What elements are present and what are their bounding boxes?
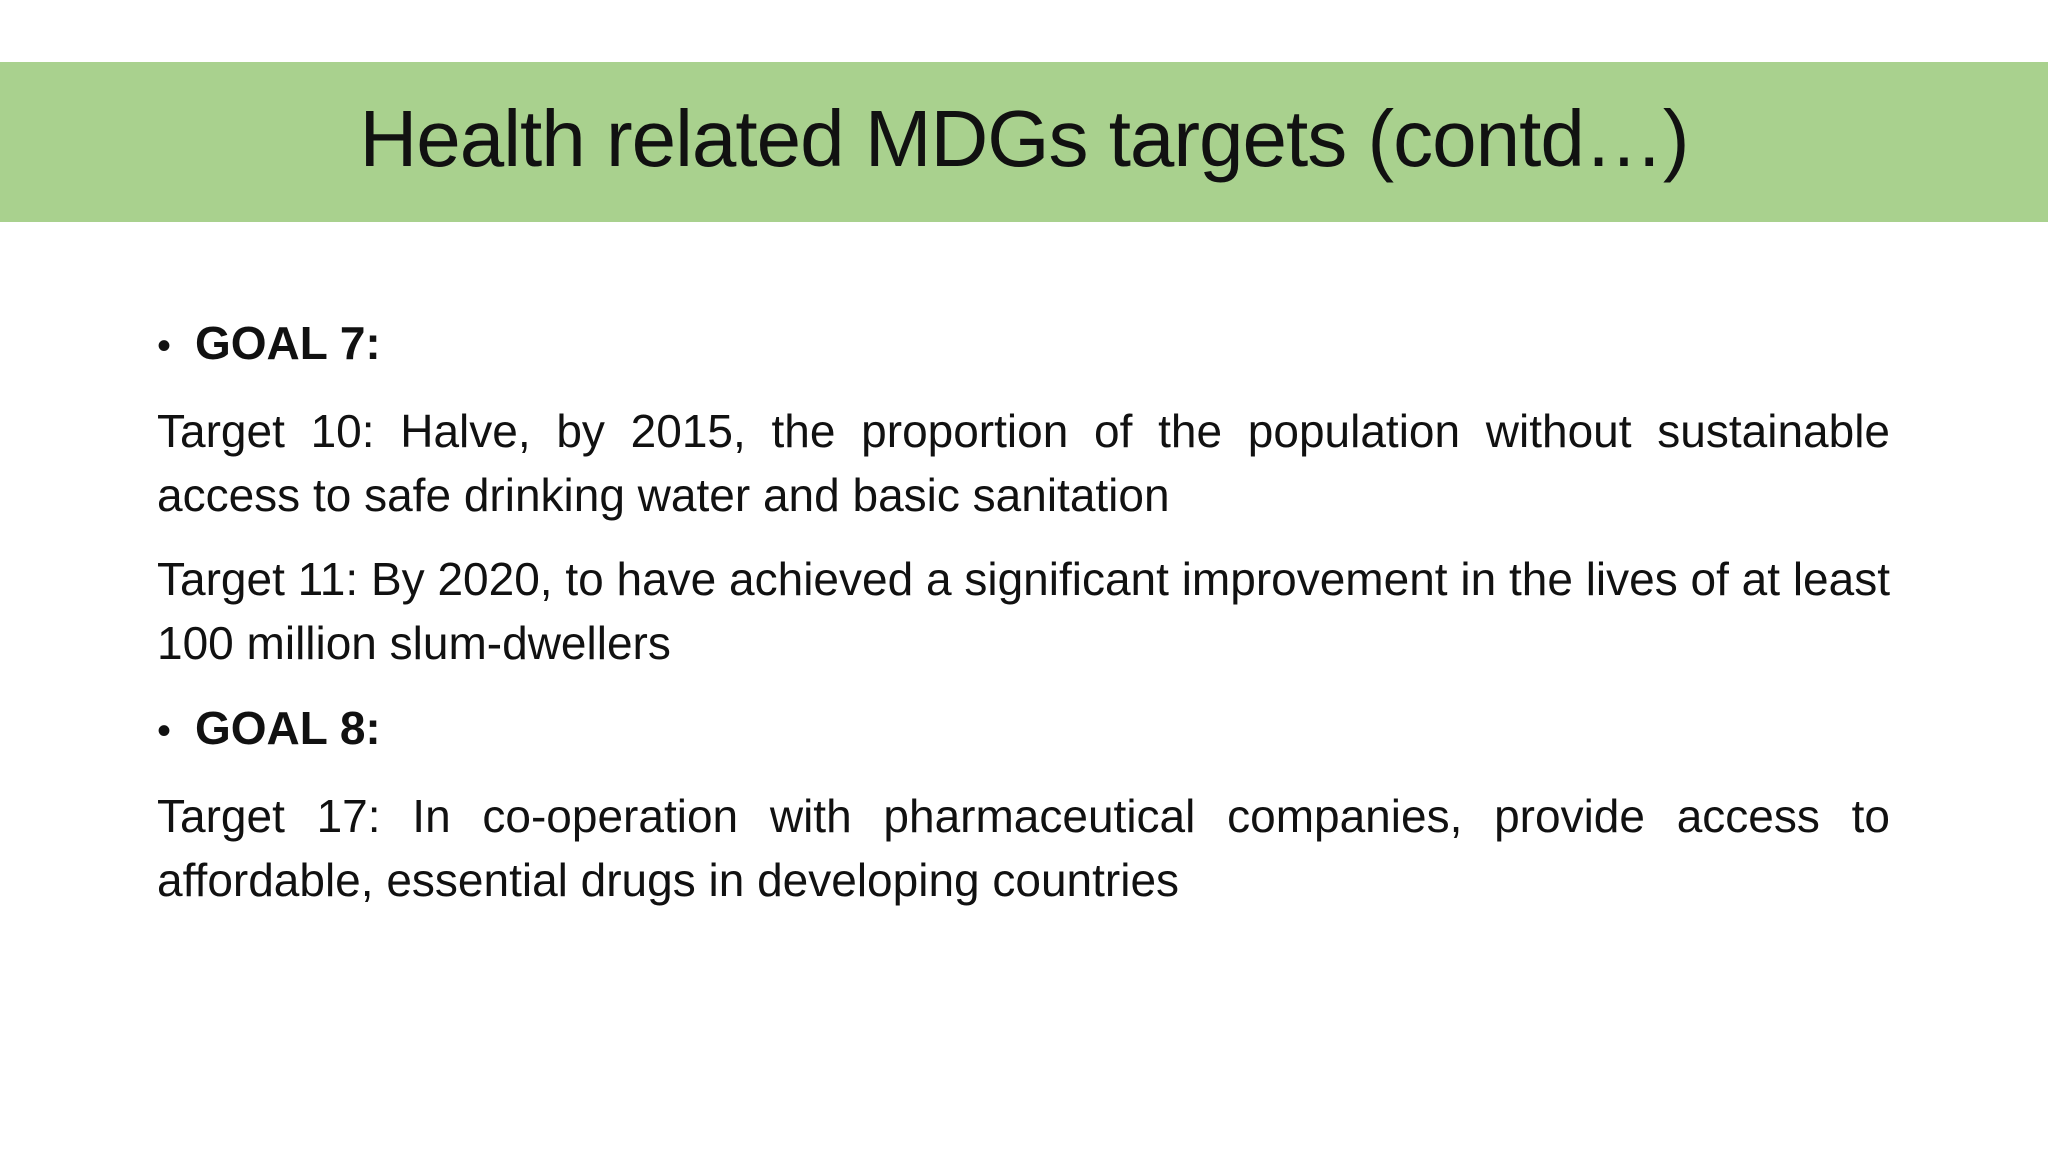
target-10-text: Target 10: Halve, by 2015, the proportio… (157, 405, 1890, 521)
bullet-icon: • (157, 709, 172, 753)
bullet-icon: • (157, 324, 172, 368)
goal-8-label: GOAL 8: (195, 702, 381, 754)
goal-8-heading: • GOAL 8: (157, 695, 1890, 764)
title-banner: Health related MDGs targets (contd…) (0, 62, 2048, 222)
slide-title: Health related MDGs targets (contd…) (359, 94, 1690, 183)
target-17-text: Target 17: In co-operation with pharmace… (157, 790, 1890, 906)
goal-7-label: GOAL 7: (195, 317, 381, 369)
slide-body: • GOAL 7: Target 10: Halve, by 2015, the… (157, 310, 1890, 932)
goal-7-heading: • GOAL 7: (157, 310, 1890, 379)
target-11-text: Target 11: By 2020, to have achieved a s… (157, 553, 1890, 669)
